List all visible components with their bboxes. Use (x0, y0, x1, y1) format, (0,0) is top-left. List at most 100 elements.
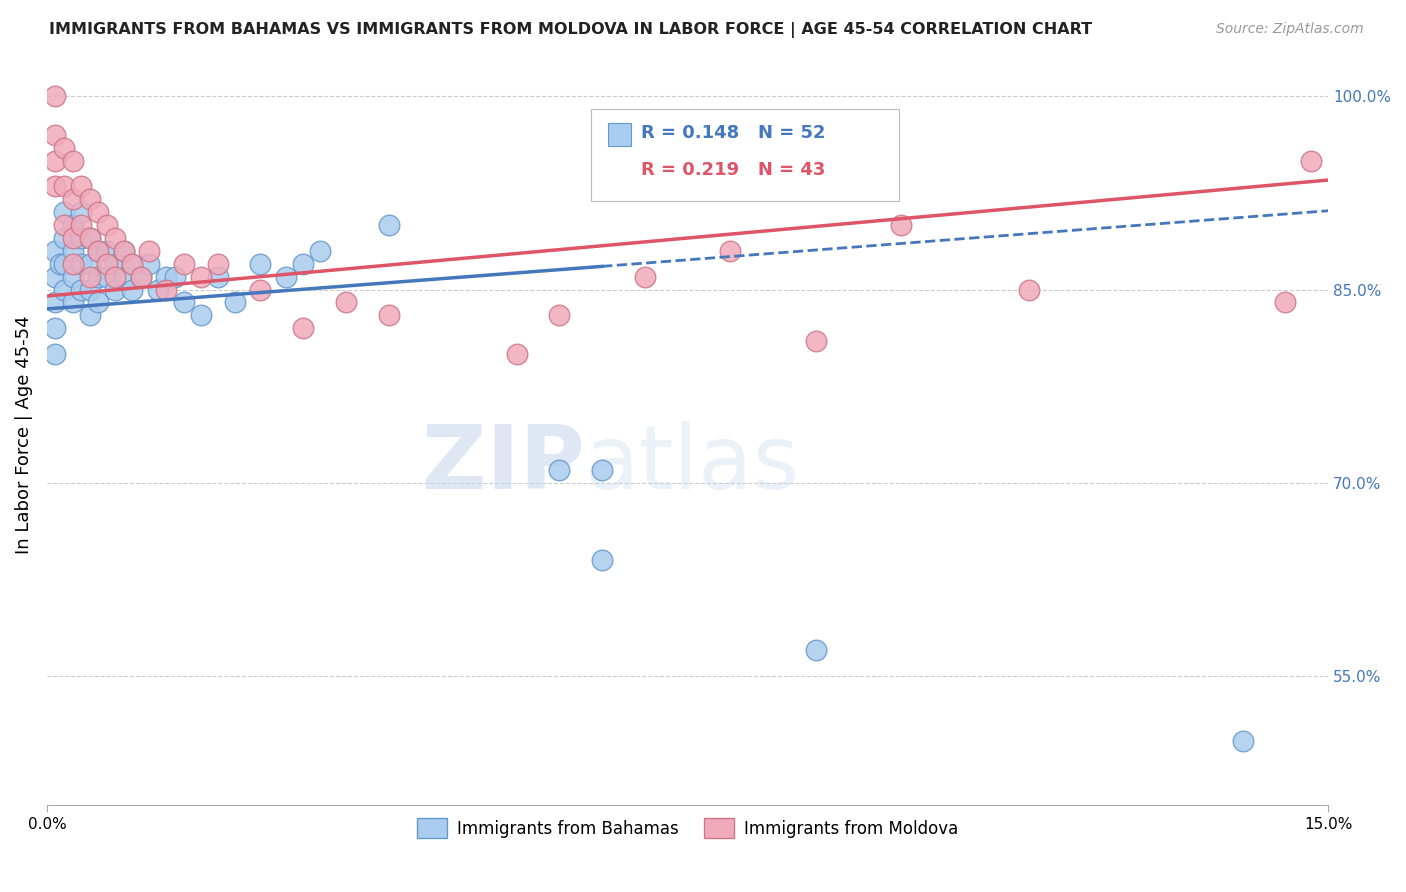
Point (121, 257, 143, 271)
Point (804, 334, 827, 348)
Point (634, 269, 657, 284)
Point (274, 269, 297, 284)
Point (335, 295, 357, 310)
Point (377, 218, 399, 232)
Y-axis label: In Labor Force | Age 45-54: In Labor Force | Age 45-54 (15, 315, 32, 554)
Point (377, 309, 399, 323)
Point (62, 295, 84, 310)
Point (70, 231, 93, 245)
Text: Source: ZipAtlas.com: Source: ZipAtlas.com (1216, 22, 1364, 37)
Point (87, 295, 110, 310)
Point (591, 463, 613, 477)
Point (44, 179, 66, 194)
Point (121, 257, 143, 271)
Point (62, 218, 84, 232)
Point (138, 257, 160, 271)
Point (87, 205, 110, 219)
Point (548, 309, 571, 323)
Point (146, 283, 169, 297)
Point (292, 321, 315, 335)
Point (70, 205, 93, 219)
Point (62, 231, 84, 245)
Point (104, 257, 127, 271)
Point (62, 244, 84, 258)
Point (890, 218, 912, 232)
Point (104, 231, 127, 245)
Text: ZIP: ZIP (422, 421, 585, 508)
Point (207, 269, 229, 284)
Point (52, 257, 75, 271)
Point (129, 269, 152, 284)
Point (70, 218, 93, 232)
Point (52, 218, 75, 232)
Text: IMMIGRANTS FROM BAHAMAS VS IMMIGRANTS FROM MOLDOVA IN LABOR FORCE | AGE 45-54 CO: IMMIGRANTS FROM BAHAMAS VS IMMIGRANTS FR… (49, 22, 1092, 38)
Point (44, 347, 66, 361)
Point (44, 128, 66, 142)
Point (104, 269, 127, 284)
Point (44, 295, 66, 310)
Point (44, 153, 66, 168)
Point (292, 257, 315, 271)
FancyBboxPatch shape (607, 123, 631, 145)
Point (87, 269, 110, 284)
Point (104, 283, 127, 297)
Point (79, 309, 101, 323)
Text: R = 0.219   N = 43: R = 0.219 N = 43 (641, 161, 825, 179)
Point (79, 283, 101, 297)
Point (505, 347, 527, 361)
Point (129, 269, 152, 284)
Point (1018, 283, 1040, 297)
Point (44, 321, 66, 335)
Point (112, 244, 135, 258)
Point (249, 257, 271, 271)
Legend: Immigrants from Bahamas, Immigrants from Moldova: Immigrants from Bahamas, Immigrants from… (411, 811, 965, 845)
Text: atlas: atlas (585, 421, 800, 508)
Point (79, 257, 101, 271)
Point (79, 231, 101, 245)
Point (44, 244, 66, 258)
Point (87, 244, 110, 258)
Point (96, 244, 118, 258)
Point (112, 244, 135, 258)
Point (62, 193, 84, 207)
Text: R = 0.148   N = 52: R = 0.148 N = 52 (641, 124, 825, 142)
Point (804, 643, 827, 657)
Point (48, 257, 70, 271)
Point (207, 257, 229, 271)
Point (62, 153, 84, 168)
Point (121, 283, 143, 297)
Point (96, 269, 118, 284)
Point (173, 257, 195, 271)
Point (52, 205, 75, 219)
Point (62, 257, 84, 271)
Point (163, 269, 186, 284)
Point (1299, 153, 1322, 168)
Point (62, 269, 84, 284)
Point (52, 141, 75, 155)
Point (44, 269, 66, 284)
Point (52, 179, 75, 194)
Point (87, 244, 110, 258)
Point (249, 283, 271, 297)
Point (1274, 295, 1296, 310)
Point (173, 295, 195, 310)
Point (79, 269, 101, 284)
Point (52, 283, 75, 297)
Point (718, 244, 741, 258)
Point (70, 257, 93, 271)
Point (1232, 733, 1254, 747)
Point (224, 295, 246, 310)
Point (96, 218, 118, 232)
Point (52, 231, 75, 245)
Point (190, 309, 212, 323)
Point (155, 283, 177, 297)
Point (548, 463, 571, 477)
Point (591, 553, 613, 567)
Point (155, 269, 177, 284)
Point (138, 244, 160, 258)
FancyBboxPatch shape (592, 109, 898, 201)
Point (70, 283, 93, 297)
Point (309, 244, 332, 258)
Point (44, 89, 66, 103)
Point (112, 269, 135, 284)
